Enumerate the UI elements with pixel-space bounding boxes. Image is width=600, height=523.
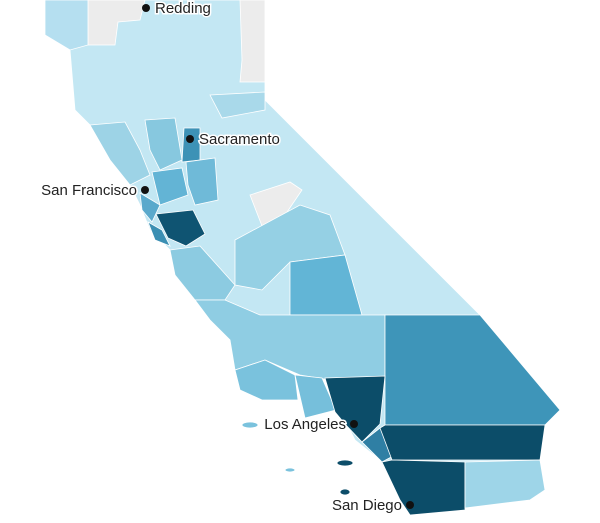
city-label: Sacramento xyxy=(199,131,280,148)
county-imperial xyxy=(464,459,546,509)
county-medium xyxy=(144,117,183,171)
island xyxy=(336,459,354,467)
county-medium xyxy=(185,157,219,206)
county-medium xyxy=(89,121,151,186)
county-alameda xyxy=(155,209,206,247)
county-riverside xyxy=(379,424,546,461)
county-gray xyxy=(249,181,303,227)
county-sacramento xyxy=(181,127,201,163)
city-label: San Francisco xyxy=(41,182,137,199)
county-medium xyxy=(234,359,299,401)
county-sanbernardino xyxy=(384,314,561,426)
county-shapes xyxy=(44,0,561,516)
island xyxy=(241,421,259,429)
city-dot xyxy=(406,501,414,509)
county-gray xyxy=(239,0,266,83)
city-dot xyxy=(186,135,194,143)
city-label: Los Angeles xyxy=(264,416,346,433)
city-markers: Redding Sacramento San Francisco Los Ang… xyxy=(40,0,414,515)
county-light xyxy=(44,0,89,51)
island xyxy=(339,488,351,496)
city-dot xyxy=(350,420,358,428)
island xyxy=(284,467,296,473)
city-label: Redding xyxy=(155,0,211,17)
city-dot xyxy=(142,4,150,12)
county-marin xyxy=(139,192,161,223)
county-medium xyxy=(151,167,189,206)
county-light xyxy=(209,91,266,119)
county-bay xyxy=(147,221,171,247)
city-dot xyxy=(141,186,149,194)
city-label: San Diego xyxy=(332,497,402,514)
